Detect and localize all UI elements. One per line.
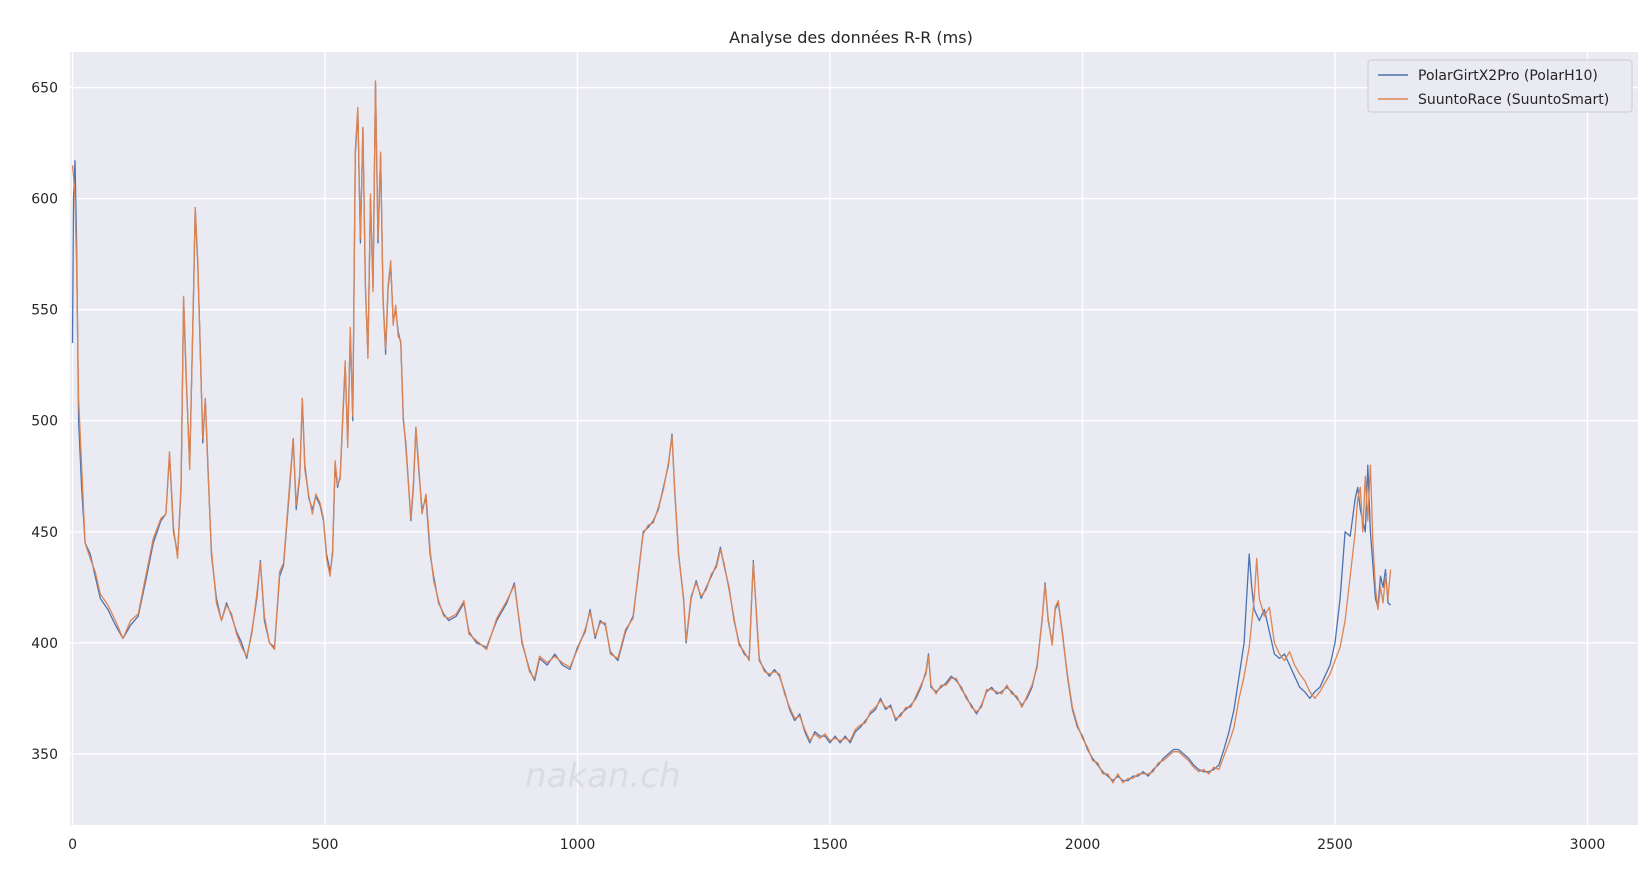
x-tick-label: 0 <box>68 837 77 853</box>
y-tick-label: 350 <box>31 747 58 763</box>
grid <box>70 52 1638 825</box>
chart-title: Analyse des données R-R (ms) <box>729 28 973 47</box>
x-tick-label: 3000 <box>1570 837 1606 853</box>
x-tick-label: 500 <box>312 837 339 853</box>
y-tick-label: 600 <box>31 192 58 208</box>
y-tick-label: 500 <box>31 414 58 430</box>
x-tick-label: 1500 <box>812 837 848 853</box>
plot-area <box>70 52 1638 825</box>
y-tick-label: 400 <box>31 636 58 652</box>
y-tick-label: 450 <box>31 525 58 541</box>
legend-label-suunto: SuuntoRace (SuuntoSmart) <box>1418 92 1609 108</box>
x-tick-label: 1000 <box>560 837 596 853</box>
y-tick-label: 550 <box>31 303 58 319</box>
series-group <box>71 80 1392 784</box>
legend: PolarGirtX2Pro (PolarH10) SuuntoRace (Su… <box>1367 59 1633 113</box>
legend-label-polar: PolarGirtX2Pro (PolarH10) <box>1418 68 1598 84</box>
x-tick-label: 2000 <box>1065 837 1101 853</box>
legend-box <box>1367 59 1633 113</box>
tick-labels: 0 500 1000 1500 2000 2500 3000 350 400 450 500 550 6… <box>31 81 1605 853</box>
watermark-text: nakan.ch <box>525 756 681 796</box>
y-tick-label: 650 <box>31 81 58 97</box>
x-tick-label: 2500 <box>1317 837 1353 853</box>
series-line-suunto <box>71 80 1392 784</box>
